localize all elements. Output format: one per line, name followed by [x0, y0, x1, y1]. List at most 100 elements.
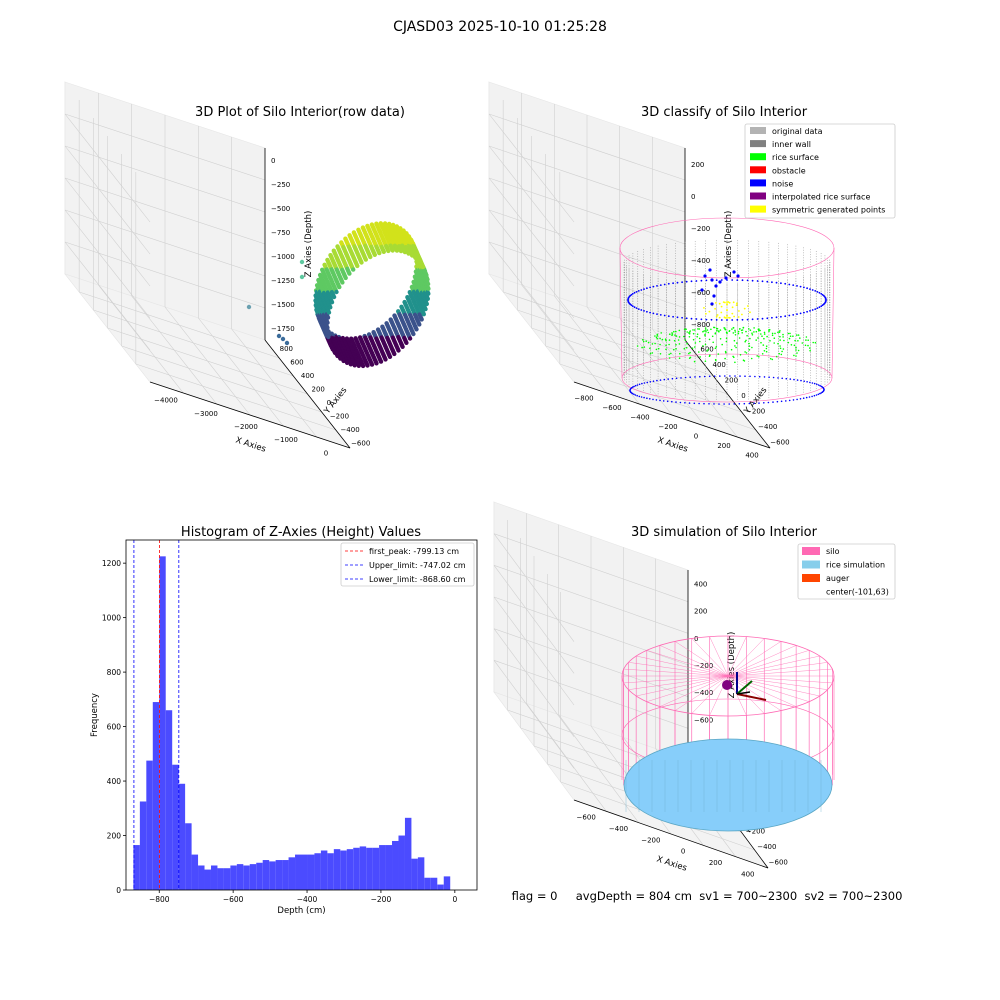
legend-swatch — [802, 560, 820, 569]
z-tick-label: −1750 — [271, 325, 295, 333]
noise-point — [659, 399, 661, 402]
noise-point — [738, 403, 741, 405]
rice-surface-point — [702, 330, 704, 333]
noise-point — [631, 292, 634, 295]
noise-point — [802, 397, 805, 400]
rice-surface-point — [692, 332, 695, 335]
noise-cluster-point — [712, 294, 716, 298]
noise-point — [758, 402, 760, 404]
noise-point — [776, 400, 779, 403]
z-tick-label: −600 — [691, 289, 710, 297]
rice-surface-point — [641, 339, 644, 341]
silo-roof-wire — [623, 675, 729, 684]
rice-surface-point — [753, 331, 755, 333]
y-tick-label: −200 — [746, 407, 765, 415]
noise-point — [734, 375, 736, 377]
raw-point — [390, 248, 395, 253]
noise-point — [743, 402, 746, 405]
noise-point — [775, 281, 778, 284]
noise-point — [672, 282, 674, 285]
symmetric-point — [738, 310, 740, 312]
raw-point — [383, 357, 388, 362]
rice-surface-point — [763, 337, 765, 340]
symmetric-point — [726, 314, 728, 317]
rice-surface-point — [753, 327, 755, 329]
z-tick-label: −500 — [271, 205, 290, 213]
rice-surface-point — [675, 335, 678, 337]
noise-cluster-point — [703, 274, 707, 278]
symmetric-point — [728, 301, 731, 304]
rice-surface-point — [715, 359, 717, 362]
noise-point — [663, 378, 666, 381]
noise-point — [695, 280, 698, 282]
noise-point — [751, 279, 754, 282]
noise-point — [819, 392, 821, 395]
rice-surface-point — [675, 344, 677, 346]
z-tick-label: 0 — [694, 635, 698, 643]
noise-point — [635, 291, 638, 293]
noise-point — [800, 379, 802, 382]
rice-surface-point — [649, 347, 651, 350]
rice-surface-point — [688, 352, 690, 355]
rice-surface-point — [775, 355, 778, 358]
x-tick-label: 400 — [741, 870, 754, 878]
noise-point — [685, 317, 688, 320]
raw-point — [369, 362, 375, 367]
rice-surface-point — [733, 339, 736, 342]
raw-point — [325, 315, 331, 320]
raw-point — [332, 350, 338, 355]
symmetric-point — [727, 301, 730, 303]
rice-surface-point — [795, 346, 797, 349]
raw-point — [411, 331, 416, 337]
rice-surface-point — [778, 331, 781, 334]
rice-surface-point — [665, 339, 667, 342]
y-tick-label: 400 — [713, 361, 726, 369]
silo-roof-wire — [727, 675, 797, 707]
noise-point — [806, 310, 808, 313]
noise-point — [720, 319, 723, 321]
x-tick-label: −400 — [297, 895, 318, 904]
histogram-bar — [204, 869, 211, 890]
rice-surface-point — [657, 347, 660, 350]
rice-surface-point — [780, 353, 783, 356]
noise-point — [788, 283, 791, 286]
symmetric-point — [749, 311, 751, 314]
rice-surface-point — [688, 336, 691, 338]
panel-raw-3d: 3D Plot of Silo Interior(row data) −4000… — [64, 81, 431, 457]
noise-point — [652, 285, 655, 288]
noise-point — [728, 403, 730, 405]
rice-surface-point — [691, 347, 694, 350]
noise-point — [788, 399, 791, 402]
rice-surface-point — [707, 349, 709, 351]
rice-surface-point — [744, 340, 746, 343]
rice-surface-point — [757, 337, 759, 339]
noise-point — [636, 394, 638, 397]
noise-point — [825, 298, 827, 300]
panel-histogram: Histogram of Z-Axies (Height) Values −80… — [90, 525, 478, 916]
rice-surface-point — [777, 342, 779, 345]
histogram-bar — [223, 868, 231, 890]
x-tick-label: −800 — [574, 395, 593, 403]
noise-point — [820, 292, 823, 295]
y-tick-label: 200 — [107, 832, 122, 841]
rice-surface-point — [773, 337, 776, 340]
noise-point — [785, 400, 787, 402]
rice-surface-point — [725, 340, 728, 343]
silo-roof-wire — [636, 675, 729, 697]
noise-point — [675, 377, 678, 380]
rice-surface-point — [697, 328, 699, 330]
rice-surface-point — [756, 355, 758, 357]
symmetric-point — [731, 306, 734, 309]
raw-point — [368, 254, 373, 260]
histogram-bar — [346, 849, 354, 890]
legend-label: rice simulation — [826, 561, 885, 570]
silo-roof-wire — [727, 655, 820, 677]
noise-point — [768, 376, 770, 379]
rice-surface-point — [781, 350, 783, 353]
rice-surface-point — [769, 357, 772, 360]
rice-surface-point — [789, 332, 791, 335]
grid-line — [64, 113, 266, 181]
rice-surface-point — [797, 349, 800, 352]
raw-point — [419, 317, 424, 322]
raw-point — [406, 251, 411, 256]
